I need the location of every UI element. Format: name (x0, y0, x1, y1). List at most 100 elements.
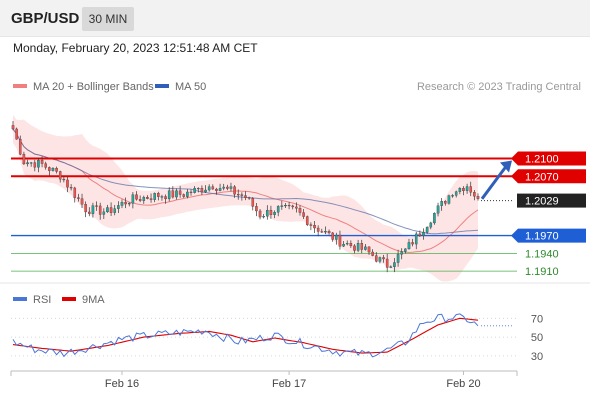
candle (433, 212, 436, 225)
candle-body (262, 215, 265, 218)
candle-body (269, 209, 273, 215)
candle-body (66, 179, 69, 188)
candle-body (138, 199, 142, 201)
resistance-tag-1.2100 (511, 151, 586, 166)
candle-body (280, 205, 284, 207)
candles (11, 121, 480, 273)
candle (414, 231, 418, 250)
candle-body (396, 254, 400, 263)
candle (229, 182, 233, 192)
candle-body (353, 245, 356, 251)
candle (207, 184, 211, 192)
candle (367, 246, 371, 255)
candle-body (98, 205, 102, 215)
candle (465, 183, 469, 194)
candle-body (429, 222, 433, 228)
x-axis-labels: Feb 16 Feb 17 Feb 20 (105, 371, 481, 390)
candle-body (273, 212, 276, 215)
candle-body (80, 198, 84, 205)
candle (400, 248, 403, 260)
candle (436, 202, 440, 217)
candle-body (382, 257, 385, 260)
candle (164, 194, 167, 204)
price-tags: 1.2100 1.2070 1.2029 1.1970 1.1940 1.1910 (511, 151, 586, 278)
candle (127, 202, 131, 207)
candle (211, 184, 215, 190)
candle-body (407, 242, 411, 250)
candle-body (91, 205, 95, 214)
candle (55, 166, 58, 174)
candle-body (422, 232, 425, 236)
candle-body (44, 163, 47, 168)
candle-body (193, 188, 196, 193)
resistance-label-1.2070: 1.2070 (525, 171, 559, 183)
candle (124, 197, 127, 209)
candle-body (106, 207, 109, 213)
candle-body (324, 231, 327, 233)
candle-body (335, 234, 338, 240)
candle (360, 239, 364, 254)
candle (476, 193, 480, 201)
candle (69, 184, 73, 191)
candle (175, 188, 178, 200)
candle (131, 191, 135, 209)
candle (77, 193, 80, 202)
candle (258, 209, 262, 220)
candle (51, 167, 55, 172)
candle (345, 240, 349, 246)
rsi-lines (12, 313, 513, 358)
candle (440, 198, 443, 211)
candle (218, 183, 222, 192)
candle-body (316, 227, 320, 232)
candle-body (349, 243, 353, 247)
candle-body (51, 168, 55, 171)
candle (309, 222, 313, 231)
rsi-legend: RSI 9MA (13, 294, 105, 306)
candle (324, 226, 327, 235)
candle-body (153, 193, 156, 200)
candle-body (26, 162, 29, 165)
candle (146, 195, 149, 200)
header-bar: GBP/USD 30 MIN (0, 0, 590, 37)
candle (462, 186, 465, 196)
timeframe-badge[interactable]: 30 MIN (82, 7, 134, 31)
candle-body (331, 232, 334, 240)
candle-body (233, 186, 236, 195)
rsi-tick-label: 70 (531, 313, 543, 325)
candle (371, 249, 374, 257)
candle (15, 127, 18, 140)
candle-body (411, 242, 414, 245)
candle-body (37, 160, 40, 168)
candle (95, 201, 98, 211)
candle (26, 159, 29, 167)
candle (73, 186, 77, 203)
candle-body (171, 190, 175, 198)
candle (313, 220, 316, 234)
candle-body (255, 206, 258, 212)
candle (447, 194, 451, 205)
x-axis-label: Feb 20 (446, 378, 480, 390)
candle-body (62, 178, 66, 181)
candle-body (175, 190, 178, 198)
candle-body (146, 197, 149, 199)
candle (273, 210, 276, 219)
candle-body (157, 193, 160, 197)
candle (189, 189, 193, 196)
candle (458, 187, 462, 195)
candle (280, 200, 284, 210)
candle (269, 205, 273, 219)
candle (276, 205, 280, 217)
candle (287, 201, 291, 210)
candle-body (95, 205, 98, 207)
candle-body (367, 246, 371, 253)
forecast-arrow (480, 160, 512, 200)
candle-body (149, 198, 153, 200)
candle (48, 166, 51, 176)
candle (349, 240, 353, 248)
candle-body (309, 224, 313, 226)
candle (160, 194, 164, 201)
candle-body (160, 196, 164, 198)
candle (80, 193, 84, 208)
candle (353, 244, 356, 254)
